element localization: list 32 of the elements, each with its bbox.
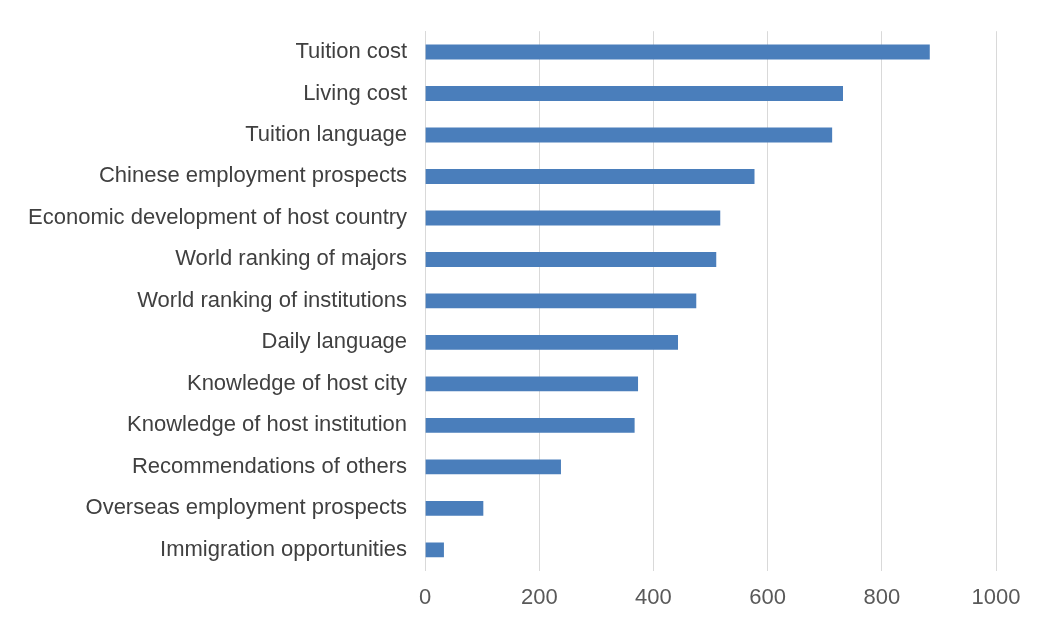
y-tick-label: World ranking of institutions — [137, 286, 408, 312]
x-tick-label: 200 — [520, 583, 558, 609]
bar — [425, 168, 755, 184]
bar — [425, 334, 678, 350]
bar — [425, 85, 843, 101]
y-tick-label: Chinese employment prospects — [98, 162, 408, 188]
x-tick-label: 800 — [863, 583, 901, 609]
bar — [425, 210, 721, 226]
y-tick-label: Immigration opportunities — [160, 535, 408, 561]
x-tick-label: 600 — [749, 583, 786, 609]
bar — [425, 500, 484, 516]
bar — [425, 417, 635, 433]
bar — [425, 376, 639, 392]
y-tick-label: Knowledge of host city — [186, 369, 408, 395]
bar — [425, 293, 697, 309]
y-tick-label: Tuition language — [245, 120, 408, 146]
x-tick-label: 1000 — [971, 583, 1021, 609]
y-tick-label: Knowledge of host institution — [127, 411, 408, 437]
y-tick-label: Daily language — [261, 328, 408, 354]
bar — [425, 459, 561, 475]
y-tick-label: Recommendations of others — [131, 452, 408, 478]
bar — [425, 127, 833, 143]
y-tick-label: Living cost — [303, 79, 408, 105]
x-tick-label: 0 — [418, 583, 432, 609]
bar — [425, 542, 444, 558]
bar — [425, 44, 930, 60]
x-tick-label: 400 — [635, 583, 672, 609]
y-tick-label: Tuition cost — [295, 38, 408, 64]
y-tick-label: Overseas employment prospects — [85, 494, 408, 520]
y-tick-label: Economic development of host country — [28, 203, 408, 229]
bar — [425, 251, 717, 267]
y-tick-label: World ranking of majors — [175, 245, 408, 271]
